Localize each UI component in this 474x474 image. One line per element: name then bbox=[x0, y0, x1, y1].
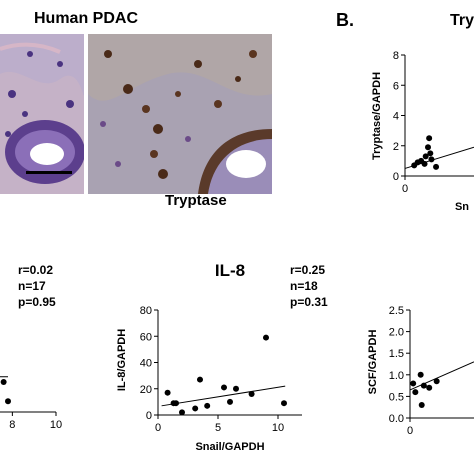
stat-p-left: p=0.95 bbox=[18, 295, 56, 309]
x-tick-label: 10 bbox=[272, 422, 284, 434]
data-point bbox=[421, 160, 428, 167]
stain-label-tryptase: Tryptase bbox=[165, 192, 227, 209]
data-point bbox=[263, 334, 269, 341]
y-tick-label: 0.0 bbox=[389, 413, 404, 425]
histology-image-left bbox=[0, 34, 84, 194]
x-tick-label: 10 bbox=[50, 419, 62, 431]
y-tick-label: 1.0 bbox=[389, 370, 404, 382]
data-point bbox=[433, 163, 440, 170]
data-point bbox=[417, 371, 424, 378]
y-tick-label: 2.5 bbox=[389, 305, 404, 317]
x-tick-label: 0 bbox=[155, 422, 161, 434]
x-tick-label: 8 bbox=[9, 419, 15, 431]
data-point bbox=[420, 382, 427, 389]
y-axis-label: Tryptase/GAPDH bbox=[371, 72, 383, 160]
y-tick-label: 4 bbox=[393, 111, 399, 123]
stat-n-il8: n=18 bbox=[290, 279, 318, 293]
data-point bbox=[164, 389, 171, 396]
data-point bbox=[179, 409, 185, 416]
data-point bbox=[192, 405, 199, 412]
panel-title-human-pdac: Human PDAC bbox=[34, 10, 139, 27]
stats-il8: r=0.25 n=18 p=0.31 bbox=[290, 262, 328, 310]
y-tick-label: 2 bbox=[393, 141, 399, 153]
stat-r-il8: r=0.25 bbox=[290, 263, 326, 277]
panel-b-title-fragment: Try bbox=[450, 12, 474, 29]
y-tick-label: 20 bbox=[140, 384, 152, 396]
data-point bbox=[173, 400, 179, 407]
data-point bbox=[426, 384, 433, 391]
y-tick-label: 6 bbox=[393, 80, 399, 92]
y-axis-label: IL-8/GAPDH bbox=[116, 329, 128, 391]
data-point bbox=[248, 391, 255, 397]
data-point bbox=[0, 379, 7, 386]
data-point bbox=[281, 400, 287, 407]
stat-p-il8: p=0.31 bbox=[290, 295, 328, 309]
trendline bbox=[409, 361, 474, 391]
x-tick-label: 0 bbox=[402, 183, 408, 195]
y-tick-label: 80 bbox=[140, 305, 152, 317]
histology-left-svg bbox=[0, 34, 84, 194]
y-tick-label: 1.5 bbox=[389, 348, 404, 360]
y-tick-label: 0 bbox=[393, 171, 399, 183]
stat-n-left: n=17 bbox=[18, 279, 46, 293]
y-tick-label: 40 bbox=[140, 358, 152, 370]
panel-b-letter: B. bbox=[336, 10, 354, 30]
data-point bbox=[418, 402, 425, 409]
data-point bbox=[233, 385, 239, 392]
chart-title: IL-8 bbox=[215, 261, 245, 280]
data-point bbox=[197, 376, 203, 383]
data-point bbox=[412, 389, 419, 396]
stats-left: r=0.02 n=17 p=0.95 bbox=[18, 262, 56, 310]
y-tick-label: 60 bbox=[140, 331, 152, 343]
y-tick-label: 0.5 bbox=[389, 391, 404, 403]
data-point bbox=[204, 402, 211, 409]
data-point bbox=[433, 378, 440, 385]
stat-r-left: r=0.02 bbox=[18, 263, 54, 277]
x-axis-label: Snail/GAPDH bbox=[195, 441, 264, 453]
y-tick-label: 0 bbox=[146, 410, 152, 422]
y-tick-label: 8 bbox=[393, 50, 399, 62]
data-point bbox=[422, 153, 429, 160]
y-tick-label: 2.0 bbox=[389, 327, 404, 339]
chart-left_partial: 8 10 bbox=[0, 376, 62, 431]
data-point bbox=[221, 384, 227, 391]
data-point bbox=[410, 380, 417, 387]
x-axis-label: Sn bbox=[455, 201, 469, 213]
histology-tryptase-svg bbox=[88, 34, 272, 194]
data-point bbox=[427, 150, 434, 157]
data-point bbox=[425, 144, 431, 151]
trendline bbox=[161, 385, 286, 407]
histology-image-tryptase bbox=[88, 34, 272, 194]
chart-il8: 0 20 40 60 80 0 5 10 IL-8 IL-8/GAPDH Snail/GAPDH bbox=[116, 261, 302, 453]
data-point bbox=[426, 135, 433, 142]
chart-scf: 0.0 0.5 1.0 1.5 2.0 2.5 0 SCF/GAPDH bbox=[367, 305, 474, 437]
chart-tryptase: 0 2 4 6 8 0 Tryptase/GAPDH Sn bbox=[371, 50, 474, 213]
data-point bbox=[428, 156, 435, 163]
y-axis-label: SCF/GAPDH bbox=[367, 330, 379, 395]
data-point bbox=[5, 398, 11, 405]
data-point bbox=[227, 398, 233, 405]
x-tick-label: 5 bbox=[215, 422, 221, 434]
x-tick-label: 0 bbox=[407, 425, 413, 437]
